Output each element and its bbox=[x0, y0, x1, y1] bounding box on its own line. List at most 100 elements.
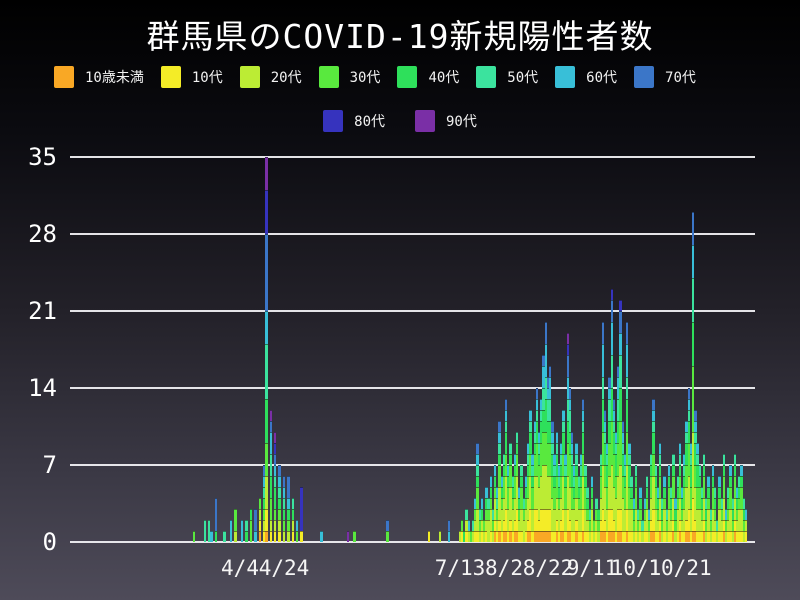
bar bbox=[608, 377, 611, 542]
bar bbox=[663, 476, 666, 542]
bar-segment-20代 bbox=[617, 476, 620, 509]
bar-segment-50代 bbox=[573, 476, 576, 487]
bar-segment-10代 bbox=[562, 509, 565, 531]
bar-segment-50代 bbox=[278, 487, 281, 498]
bar-segment-50代 bbox=[529, 421, 532, 432]
bar-segment-60代 bbox=[696, 443, 699, 454]
bar-segment-10代 bbox=[652, 509, 655, 531]
bar-segment-80代 bbox=[300, 487, 303, 531]
bar bbox=[674, 498, 677, 542]
bar-segment-40代 bbox=[612, 432, 616, 454]
bar-segment-60代 bbox=[273, 465, 277, 476]
bar-segment-70代 bbox=[282, 476, 286, 487]
bar-segment-50代 bbox=[509, 443, 512, 454]
bar-segment-20代 bbox=[566, 476, 570, 509]
bar bbox=[731, 498, 735, 542]
bar-segment-10歳未満 bbox=[544, 531, 548, 542]
bar-segment-20代 bbox=[522, 520, 526, 542]
bar-segment-60代 bbox=[295, 520, 299, 531]
bar-segment-70代 bbox=[687, 388, 691, 399]
bar-segment-30代 bbox=[269, 498, 273, 520]
bar-segment-50代 bbox=[586, 487, 589, 498]
bar bbox=[542, 355, 545, 542]
bar bbox=[498, 421, 501, 542]
gridline-7 bbox=[70, 464, 755, 466]
bar-segment-10代 bbox=[590, 531, 594, 542]
legend-label: 50代 bbox=[507, 70, 539, 86]
bar-segment-10代 bbox=[557, 531, 561, 542]
bar-segment-40代 bbox=[480, 509, 484, 520]
bar-segment-10代 bbox=[698, 531, 702, 542]
bar-segment-30代 bbox=[262, 509, 266, 520]
bar-segment-10代 bbox=[529, 509, 532, 531]
bar-segment-70代 bbox=[386, 520, 389, 531]
bar bbox=[647, 509, 651, 542]
bar-segment-10代 bbox=[691, 498, 695, 531]
bar-segment-30代 bbox=[590, 498, 594, 509]
bar-segment-50代 bbox=[471, 520, 475, 531]
bar-segment-40代 bbox=[513, 465, 517, 476]
x-axis-label: 4/24 bbox=[258, 556, 310, 580]
bar bbox=[287, 476, 290, 542]
bar-segment-40代 bbox=[735, 498, 739, 509]
bar-segment-40代 bbox=[553, 476, 556, 487]
bar bbox=[463, 531, 466, 542]
bar-segment-30代 bbox=[729, 487, 732, 509]
bar-segment-50代 bbox=[608, 399, 611, 421]
bar bbox=[658, 443, 662, 542]
bar-segment-20代 bbox=[643, 520, 647, 531]
bar-segment-50代 bbox=[689, 454, 693, 465]
bar-segment-50代 bbox=[542, 388, 545, 410]
bar-segment-30代 bbox=[493, 487, 497, 498]
bar-segment-10歳未満 bbox=[581, 531, 585, 542]
bar bbox=[507, 465, 510, 542]
bar-segment-30代 bbox=[663, 498, 666, 509]
bar-segment-30代 bbox=[540, 443, 543, 476]
bar-segment-70代 bbox=[691, 212, 695, 245]
bar-segment-20代 bbox=[683, 509, 686, 531]
legend-label: 70代 bbox=[665, 70, 696, 86]
bar-segment-60代 bbox=[229, 520, 233, 542]
bar-segment-40代 bbox=[656, 498, 660, 509]
bar-segment-60代 bbox=[531, 454, 534, 465]
bar-segment-30代 bbox=[603, 465, 607, 487]
bar bbox=[546, 377, 550, 542]
bar bbox=[504, 399, 508, 542]
bar-segment-10代 bbox=[502, 520, 506, 531]
bar-segment-30代 bbox=[713, 509, 717, 520]
bar-segment-20代 bbox=[669, 520, 673, 531]
bar-segment-10代 bbox=[720, 531, 724, 542]
bar bbox=[249, 509, 253, 542]
bar-segment-50代 bbox=[511, 476, 515, 487]
bar-segment-30代 bbox=[469, 531, 473, 542]
bar-segment-30代 bbox=[282, 520, 286, 531]
bar-segment-50代 bbox=[599, 454, 603, 465]
bar-segment-90代 bbox=[265, 157, 268, 190]
bar-segment-50代 bbox=[559, 454, 563, 465]
bar-segment-10代 bbox=[595, 531, 598, 542]
bar-segment-30代 bbox=[674, 520, 677, 531]
bar-segment-70代 bbox=[608, 377, 611, 388]
bar-segment-10代 bbox=[685, 520, 688, 531]
bar-segment-10歳未満 bbox=[509, 531, 512, 542]
bar-segment-60代 bbox=[718, 476, 721, 487]
bar-segment-40代 bbox=[502, 465, 506, 476]
bar-segment-20代 bbox=[487, 520, 490, 542]
bar-segment-70代 bbox=[570, 432, 574, 443]
bar-segment-20代 bbox=[551, 498, 554, 531]
bar-segment-40代 bbox=[564, 476, 567, 487]
bar bbox=[709, 509, 713, 542]
bar-segment-20代 bbox=[482, 531, 486, 542]
bar-segment-30代 bbox=[694, 465, 697, 487]
bar-segment-10歳未満 bbox=[533, 531, 537, 542]
bar bbox=[678, 443, 682, 542]
bar bbox=[229, 520, 233, 542]
bar-segment-40代 bbox=[691, 322, 695, 366]
bar-segment-50代 bbox=[678, 454, 682, 465]
bar-segment-20代 bbox=[546, 476, 550, 509]
bar-segment-40代 bbox=[658, 465, 662, 476]
bar-segment-80代 bbox=[265, 190, 268, 234]
bar-segment-10代 bbox=[258, 520, 262, 531]
bar-segment-10歳未満 bbox=[672, 531, 675, 542]
bar-segment-10代 bbox=[533, 509, 537, 531]
